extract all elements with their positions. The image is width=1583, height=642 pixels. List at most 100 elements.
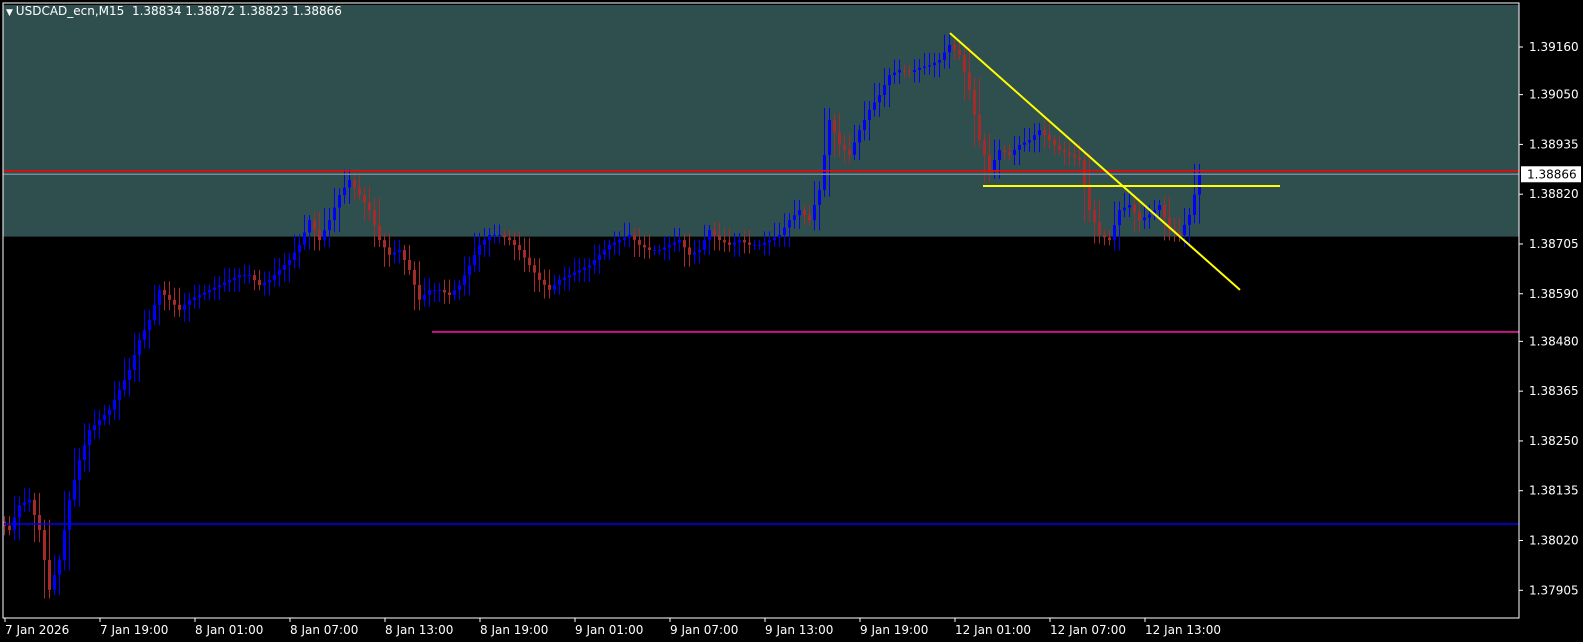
candle-body (1083, 159, 1086, 186)
candle-body (733, 242, 736, 245)
candle-body (893, 72, 896, 76)
candle (773, 222, 781, 247)
y-tick-label: 1.37905 (1529, 583, 1579, 597)
candle (1033, 123, 1041, 153)
candle-body (1098, 222, 1101, 235)
candle-body (153, 305, 156, 321)
candle-body (273, 274, 276, 280)
candle (1053, 134, 1061, 156)
candle-body (23, 502, 26, 506)
candle-body (913, 69, 916, 73)
candle-body (513, 240, 516, 246)
candle-body (1018, 144, 1021, 150)
candle-body (718, 235, 721, 241)
plot-area (3, 5, 1519, 599)
candle-body (748, 242, 751, 245)
candle-body (313, 220, 316, 231)
candle-body (528, 257, 531, 266)
candle-body (303, 232, 306, 245)
candle (493, 224, 501, 244)
x-tick-label: 8 Jan 07:00 (290, 623, 358, 637)
candle-body (108, 409, 111, 415)
candle (1063, 141, 1071, 166)
candle-body (928, 65, 931, 67)
candle-body (738, 240, 741, 243)
candle-body (1193, 194, 1196, 215)
y-tick-label: 1.38020 (1529, 534, 1579, 548)
candle-body (323, 230, 326, 241)
candle-body (833, 120, 836, 133)
candle-body (743, 240, 746, 243)
candle-body (998, 150, 1001, 160)
candle-body (373, 210, 376, 226)
candle-body (943, 52, 946, 60)
candle (563, 266, 571, 291)
triangle-down-icon[interactable]: ▼ (6, 8, 16, 18)
candle-body (1043, 130, 1046, 136)
candle-body (193, 297, 196, 300)
candle (273, 257, 281, 287)
candle-body (1068, 152, 1071, 155)
candle (13, 496, 21, 541)
candle (1133, 198, 1141, 233)
candle-body (1048, 135, 1051, 141)
candle-body (543, 279, 546, 285)
candle (513, 231, 521, 261)
candle (603, 239, 611, 260)
candle-body (473, 255, 476, 266)
candle-body (983, 140, 986, 156)
candle-body (263, 282, 266, 286)
candle-body (553, 284, 556, 290)
candle-body (88, 430, 91, 446)
candle-body (623, 237, 626, 241)
candle (543, 269, 551, 299)
candle-body (968, 72, 971, 90)
candle-body (763, 242, 766, 245)
candle (903, 64, 911, 78)
y-tick-label: 1.38820 (1529, 187, 1579, 201)
candle-body (783, 227, 786, 235)
candle-body (308, 220, 311, 233)
candle-body (578, 269, 581, 273)
candle-body (563, 277, 566, 280)
candle-body (823, 155, 826, 190)
candle-body (613, 242, 616, 245)
candle-body (338, 195, 341, 208)
candle-body (293, 252, 296, 260)
candle (1093, 199, 1101, 244)
candle-body (203, 292, 206, 296)
candle (1113, 201, 1121, 251)
candle-body (628, 234, 631, 238)
candle-body (778, 234, 781, 238)
candle-body (443, 289, 446, 293)
candle-body (238, 275, 241, 278)
candle-body (388, 247, 391, 255)
candle (33, 492, 41, 543)
x-tick-label: 8 Jan 19:00 (480, 623, 548, 637)
candle (1013, 136, 1021, 166)
supply-zone (3, 5, 1519, 237)
candle (83, 423, 91, 473)
candle (953, 39, 961, 60)
candle (813, 181, 821, 231)
y-tick-label: 1.39050 (1529, 88, 1579, 102)
candle-body (853, 142, 856, 155)
x-tick-label: 12 Jan 01:00 (955, 623, 1031, 637)
candle-body (693, 252, 696, 255)
x-tick-label: 7 Jan 19:00 (100, 623, 168, 637)
candle-body (328, 220, 331, 231)
candle-body (213, 287, 216, 290)
y-tick-label: 1.38250 (1529, 434, 1579, 448)
candle-body (393, 252, 396, 255)
candle-body (368, 202, 371, 211)
candle-body (208, 289, 211, 293)
candle-body (188, 299, 191, 305)
candle (893, 59, 901, 84)
candle (263, 271, 271, 296)
candle-body (18, 505, 21, 518)
candle-body (1118, 210, 1121, 226)
candle (783, 213, 791, 247)
candle (203, 284, 211, 301)
x-tick-label: 9 Jan 13:00 (765, 623, 833, 637)
